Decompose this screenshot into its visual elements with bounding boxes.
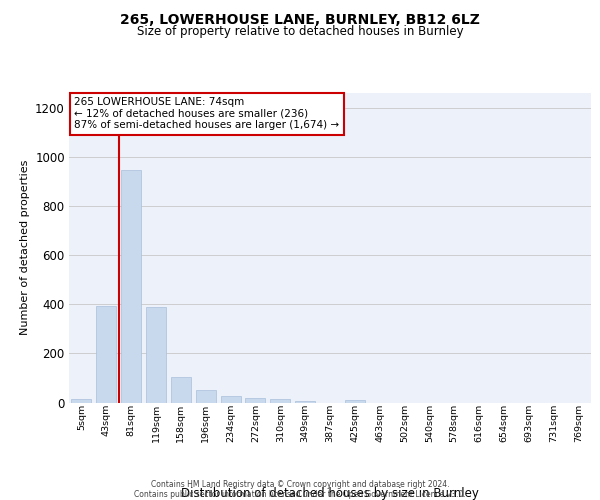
X-axis label: Distribution of detached houses by size in Burnley: Distribution of detached houses by size … <box>181 486 479 500</box>
Bar <box>271 399 290 402</box>
Text: Size of property relative to detached houses in Burnley: Size of property relative to detached ho… <box>137 25 463 38</box>
Y-axis label: Number of detached properties: Number of detached properties <box>20 160 29 335</box>
Bar <box>121 170 141 402</box>
Bar <box>97 306 116 402</box>
Bar <box>196 390 215 402</box>
Bar <box>345 400 365 402</box>
Bar <box>245 398 265 402</box>
Text: 265, LOWERHOUSE LANE, BURNLEY, BB12 6LZ: 265, LOWERHOUSE LANE, BURNLEY, BB12 6LZ <box>120 12 480 26</box>
Text: Contains HM Land Registry data © Crown copyright and database right 2024.
Contai: Contains HM Land Registry data © Crown c… <box>134 480 466 499</box>
Bar <box>295 400 315 402</box>
Bar <box>171 377 191 402</box>
Bar <box>71 399 91 402</box>
Text: 265 LOWERHOUSE LANE: 74sqm
← 12% of detached houses are smaller (236)
87% of sem: 265 LOWERHOUSE LANE: 74sqm ← 12% of deta… <box>74 97 340 130</box>
Bar <box>146 307 166 402</box>
Bar <box>221 396 241 402</box>
